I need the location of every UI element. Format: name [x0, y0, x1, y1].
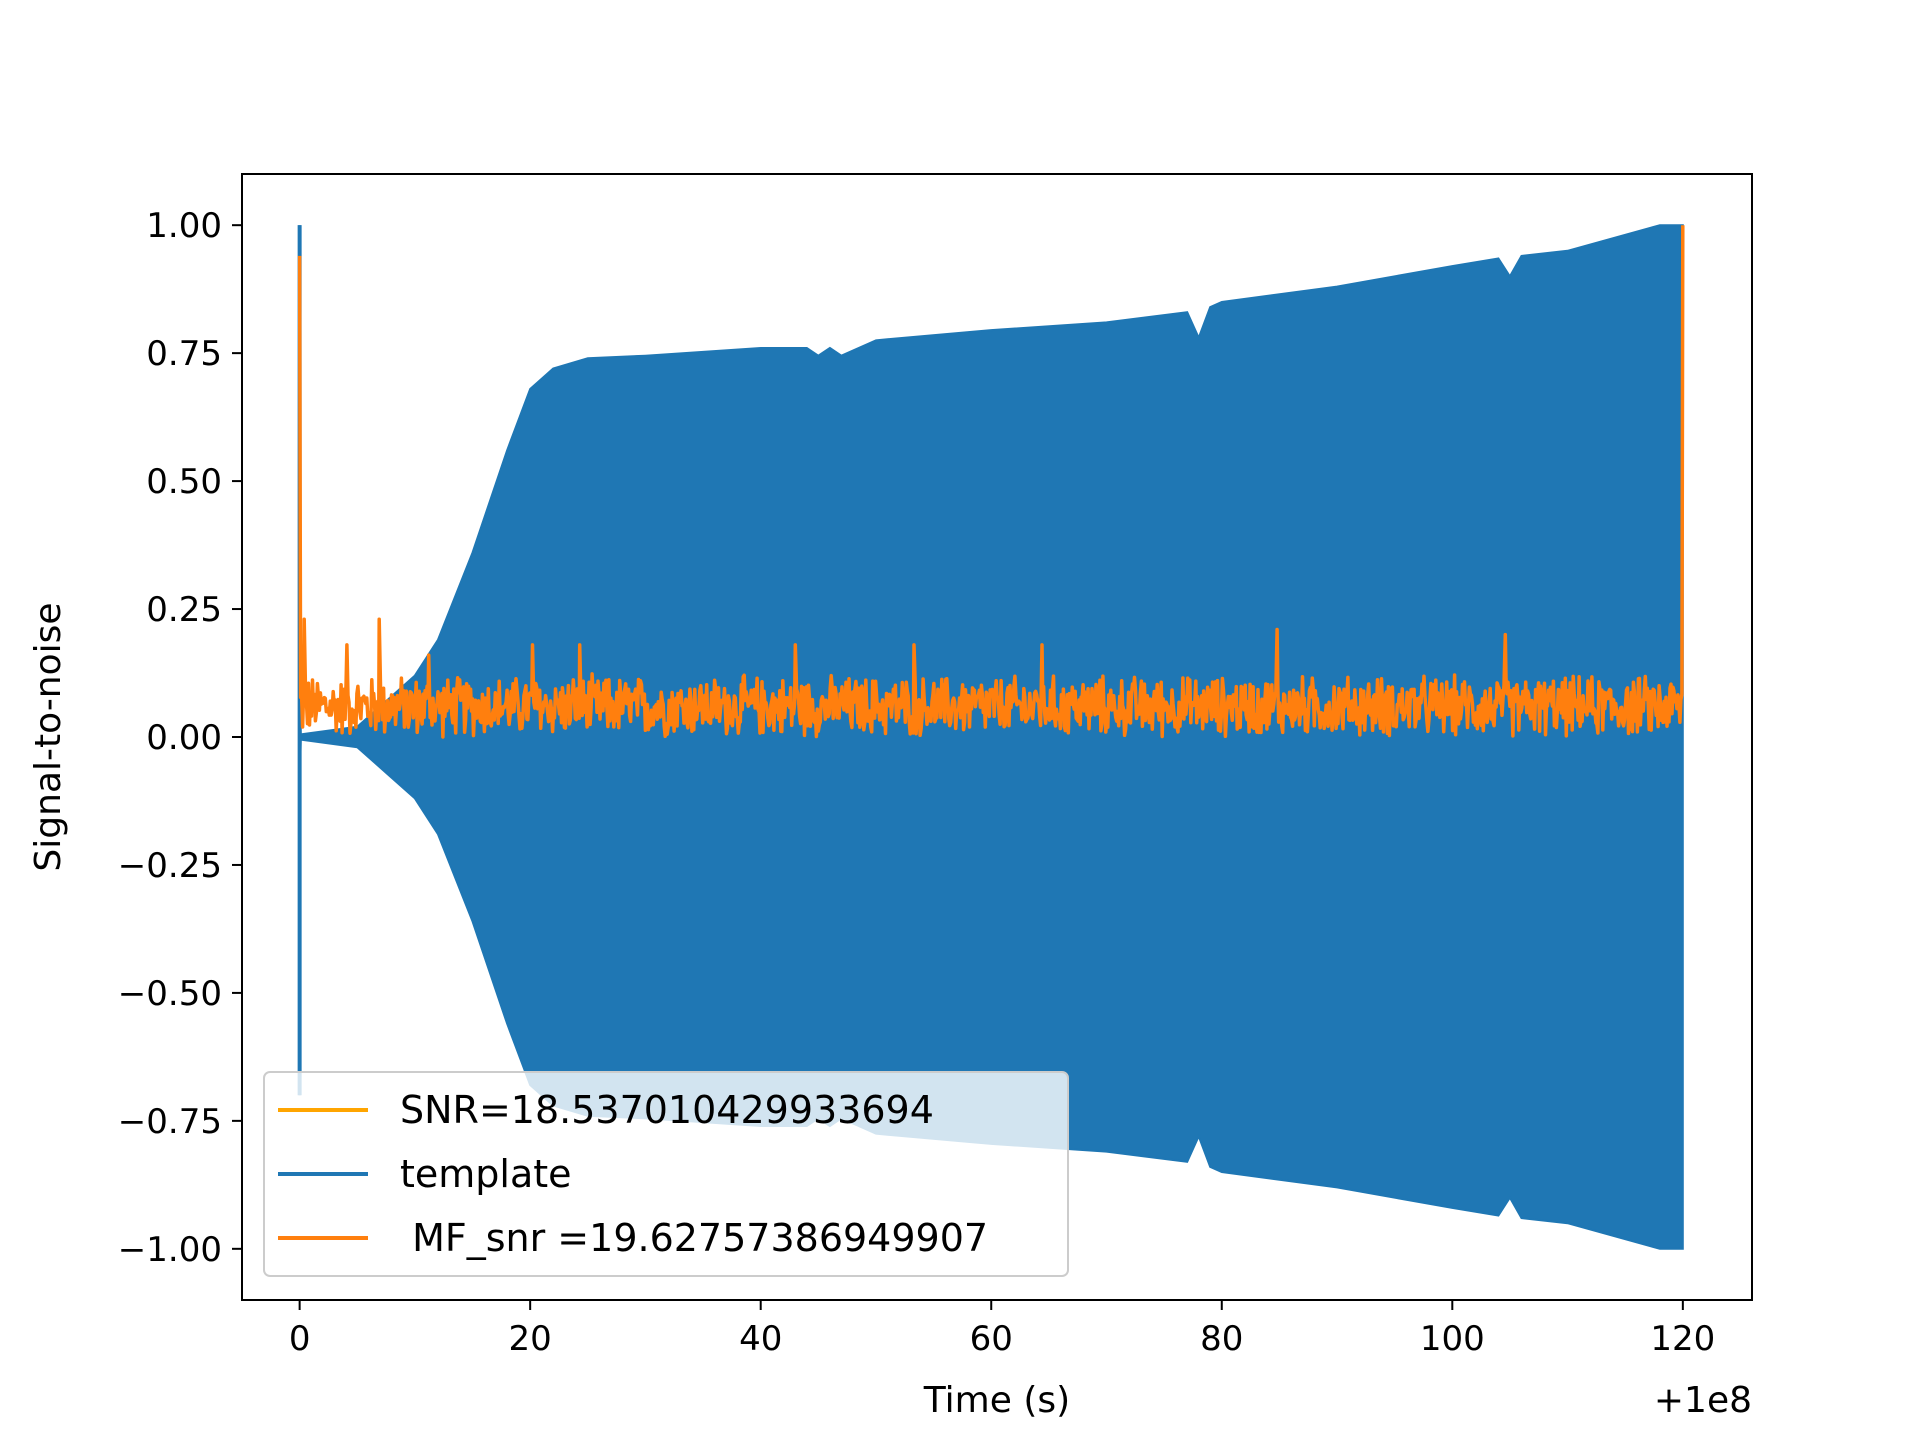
x-axis-offset-label: +1e8 [1654, 1380, 1752, 1421]
legend-box [263, 1071, 1069, 1277]
x-tick-label: 40 [739, 1319, 782, 1359]
x-tick-label: 80 [1200, 1319, 1243, 1359]
mf-snr-line [297, 225, 1685, 739]
x-tick-label: 20 [509, 1319, 552, 1359]
y-tick-label: −1.00 [118, 1230, 222, 1270]
legend-label: MF_snr =19.62757386949907 [400, 1216, 988, 1260]
y-tick-label: −0.25 [118, 846, 222, 886]
x-tick-label: 60 [970, 1319, 1013, 1359]
x-tick-label: 100 [1420, 1319, 1485, 1359]
legend: SNR=18.537010429933694 template MF_snr =1… [263, 1071, 1069, 1277]
y-tick-label: −0.50 [118, 974, 222, 1014]
y-tick-label: 1.00 [146, 206, 222, 246]
legend-label: template [400, 1152, 572, 1196]
y-axis-label: Signal-to-noise [28, 602, 69, 871]
x-axis-label: Time (s) [923, 1380, 1070, 1421]
y-tick-label: 0.25 [146, 590, 222, 630]
y-tick-label: 0.50 [146, 462, 222, 502]
y-tick-label: 0.75 [146, 334, 222, 374]
x-tick-label: 0 [289, 1319, 311, 1359]
y-tick-label: 0.00 [146, 718, 222, 758]
ticks: 0 20 40 60 80 100 120 1.00 0.75 0.50 0.25 0.00 −0.25… [118, 206, 1715, 1359]
legend-label: SNR=18.537010429933694 [400, 1088, 934, 1132]
x-tick-label: 120 [1650, 1319, 1715, 1359]
y-tick-label: −0.75 [118, 1102, 222, 1142]
